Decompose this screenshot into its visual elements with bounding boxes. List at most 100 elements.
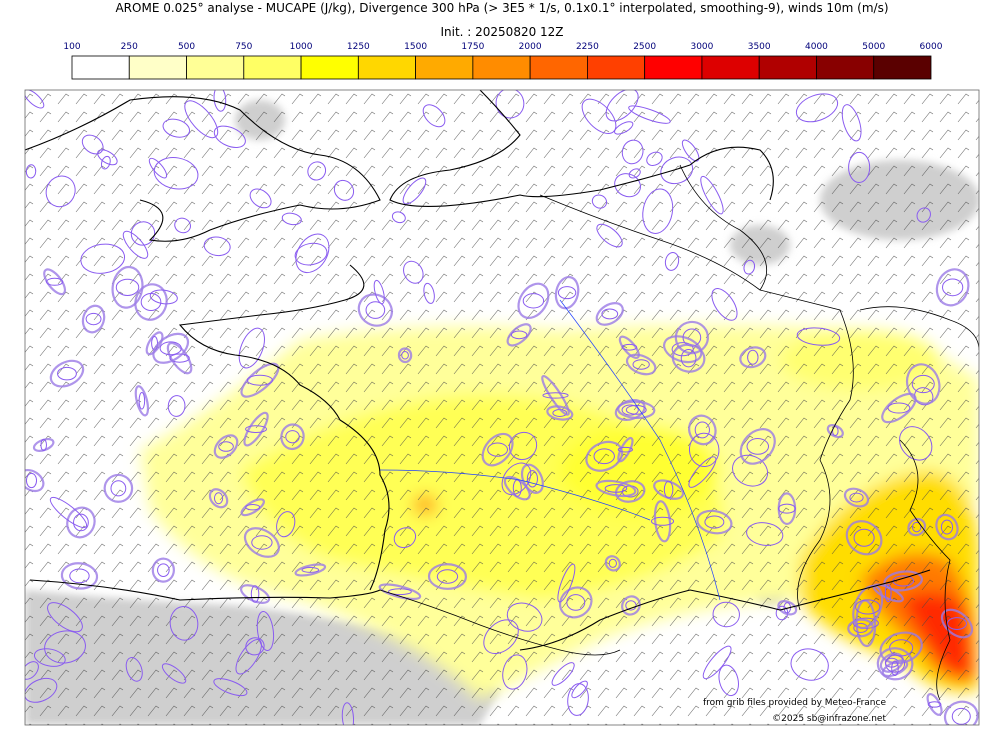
divergence-contour <box>747 349 759 365</box>
divergence-contour <box>208 488 229 509</box>
colorbar-label: 1750 <box>461 42 484 52</box>
divergence-contour <box>149 289 178 305</box>
divergence-contour <box>481 432 514 467</box>
divergence-contour <box>680 348 697 368</box>
divergence-contour <box>711 288 738 321</box>
divergence-contour <box>245 504 261 511</box>
divergence-contour <box>151 557 175 583</box>
divergence-contour <box>238 327 265 369</box>
divergence-contour <box>294 563 327 577</box>
divergence-contour <box>593 448 615 465</box>
divergence-contour <box>213 90 227 112</box>
divergence-contour <box>696 509 733 535</box>
divergence-contour <box>240 498 265 517</box>
colorbar-label: 1500 <box>404 42 427 52</box>
divergence-contour <box>646 151 663 167</box>
colorbar-label: 250 <box>121 42 138 52</box>
divergence-contour <box>674 320 709 355</box>
divergence-contour <box>281 212 302 226</box>
divergence-contour <box>25 164 37 179</box>
divergence-contour <box>554 275 580 310</box>
divergence-contour <box>826 424 844 439</box>
divergence-contour <box>796 327 841 346</box>
divergence-contour <box>671 343 706 373</box>
divergence-contour <box>621 343 638 351</box>
divergence-contour <box>660 156 694 185</box>
divergence-contour <box>704 515 725 529</box>
divergence-contour <box>843 487 870 508</box>
divergence-contour <box>664 251 680 271</box>
divergence-contour <box>285 430 300 444</box>
divergence-contour <box>25 472 38 489</box>
divergence-contour <box>732 454 769 487</box>
divergence-contour <box>483 619 519 655</box>
divergence-contour <box>487 442 509 457</box>
divergence-contour <box>595 302 624 326</box>
divergence-contour <box>546 405 574 421</box>
divergence-contour <box>508 431 538 461</box>
divergence-contour <box>506 323 532 347</box>
divergence-contour <box>907 517 927 537</box>
divergence-contour <box>153 157 199 190</box>
divergence-contour <box>712 601 740 628</box>
divergence-contour <box>403 260 424 284</box>
divergence-contour <box>33 648 66 667</box>
divergence-contour <box>681 139 700 162</box>
divergence-contour <box>847 618 875 638</box>
divergence-contour <box>790 648 829 681</box>
divergence-contour <box>662 335 703 364</box>
divergence-contour <box>845 520 883 556</box>
colorbar-cell <box>357 55 417 80</box>
divergence-contour <box>436 569 459 584</box>
colorbar-cell <box>186 55 245 80</box>
divergence-contour <box>333 179 355 201</box>
divergence-contour <box>614 480 646 503</box>
divergence-contour <box>301 567 320 573</box>
divergence-contour <box>628 105 671 124</box>
divergence-contour <box>628 168 641 179</box>
divergence-contour <box>746 438 770 455</box>
divergence-contour <box>522 293 545 309</box>
divergence-contour <box>502 654 528 690</box>
divergence-contour <box>393 527 417 549</box>
colorbar-label: 5000 <box>862 42 885 52</box>
divergence-contour <box>134 283 168 321</box>
colorbar-cell <box>300 55 359 80</box>
divergence-contour <box>604 484 628 493</box>
divergence-contour <box>940 519 954 535</box>
divergence-contour <box>935 513 959 541</box>
divergence-contour <box>905 363 941 405</box>
divergence-contour <box>251 535 273 550</box>
divergence-contour <box>855 599 881 615</box>
colorbar-label: 4000 <box>805 42 828 52</box>
divergence-contour <box>401 351 409 360</box>
divergence-contour <box>397 347 413 364</box>
colorbar-cell <box>816 55 875 80</box>
map-frame <box>24 89 980 726</box>
divergence-contour <box>402 177 427 205</box>
credit-data: from grib files provided by Meteo-France <box>703 698 886 708</box>
divergence-contour <box>935 268 970 307</box>
colorbar-label: 1000 <box>290 42 313 52</box>
divergence-contour <box>853 528 875 547</box>
divergence-contour <box>653 479 685 500</box>
divergence-contour <box>617 400 656 420</box>
divergence-contour <box>885 654 906 673</box>
divergence-contour <box>169 606 199 641</box>
divergence-contour <box>777 503 796 514</box>
divergence-contour <box>240 362 280 398</box>
divergence-contour <box>167 395 186 417</box>
colorbar-label: 100 <box>63 42 80 52</box>
divergence-contour <box>423 282 435 304</box>
divergence-contour <box>357 293 393 327</box>
divergence-contour <box>887 402 911 414</box>
divergence-contour <box>605 90 639 122</box>
divergence-contour <box>49 359 85 388</box>
divergence-contour <box>256 610 275 651</box>
divergence-contour <box>40 438 47 452</box>
divergence-contour <box>80 243 126 274</box>
divergence-contour <box>876 647 914 681</box>
divergence-contour <box>81 134 104 155</box>
divergence-contour <box>213 678 248 697</box>
divergence-contour <box>608 558 617 568</box>
